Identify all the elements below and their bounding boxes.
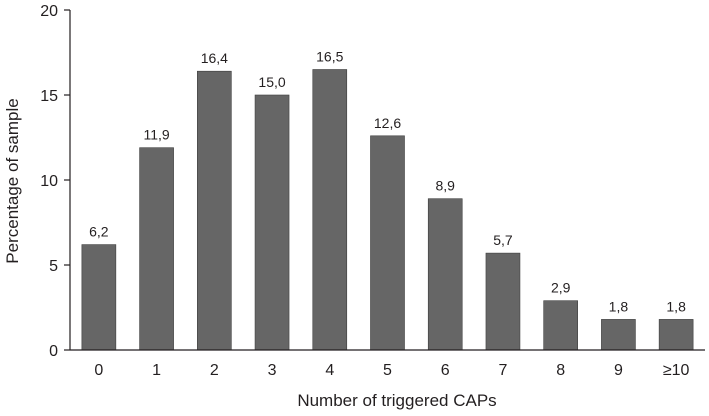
value-label-7: 5,7 bbox=[493, 232, 513, 248]
bar-5 bbox=[370, 135, 405, 351]
x-tick-label-8: 8 bbox=[556, 362, 565, 379]
bar-9 bbox=[601, 319, 636, 351]
x-tick-label-7: 7 bbox=[499, 362, 508, 379]
x-axis-title: Number of triggered CAPs bbox=[297, 391, 496, 410]
y-ticks-group: 0 5 10 15 20 bbox=[40, 3, 70, 360]
bar-3 bbox=[254, 94, 290, 351]
value-label-0: 6,2 bbox=[89, 224, 109, 240]
value-label-4: 16,5 bbox=[316, 49, 343, 65]
value-label-1: 11,9 bbox=[143, 127, 169, 143]
value-label-8: 2,9 bbox=[551, 280, 571, 296]
x-tick-label-5: 5 bbox=[383, 362, 392, 379]
x-tick-label-9: 9 bbox=[614, 362, 623, 379]
bars-group bbox=[81, 69, 694, 351]
x-tick-label-6: 6 bbox=[441, 362, 450, 379]
y-tick-label: 10 bbox=[40, 173, 58, 190]
x-tick-label-2: 2 bbox=[210, 362, 219, 379]
bar-8 bbox=[543, 300, 578, 351]
bar-0 bbox=[81, 244, 117, 351]
bar-2 bbox=[197, 70, 232, 351]
x-ticks-group: 0 1 2 3 4 5 6 7 8 9 ≥10 bbox=[94, 362, 689, 379]
x-tick-label-4: 4 bbox=[325, 362, 334, 379]
y-tick-label: 0 bbox=[49, 343, 58, 360]
value-label-3: 15,0 bbox=[258, 74, 285, 90]
x-tick-label-10: ≥10 bbox=[663, 362, 690, 379]
value-labels-group: 6,2 11,9 16,4 15,0 16,5 12,6 8,9 5,7 2,9 1,8 1,8 bbox=[89, 49, 686, 315]
x-tick-label-1: 1 bbox=[152, 362, 161, 379]
value-label-5: 12,6 bbox=[374, 115, 401, 131]
value-label-9: 1,8 bbox=[609, 298, 629, 314]
value-label-6: 8,9 bbox=[435, 178, 455, 194]
y-axis-title: Percentage of sample bbox=[3, 98, 22, 263]
bar-10 bbox=[658, 319, 694, 351]
y-tick-label: 5 bbox=[49, 258, 58, 275]
bar-4 bbox=[312, 69, 348, 351]
value-label-10: 1,8 bbox=[666, 298, 686, 314]
y-tick-label: 15 bbox=[40, 88, 58, 105]
bar-6 bbox=[427, 198, 463, 351]
value-label-2: 16,4 bbox=[201, 50, 228, 66]
x-tick-label-0: 0 bbox=[94, 362, 103, 379]
x-tick-label-3: 3 bbox=[268, 362, 277, 379]
y-tick-label: 20 bbox=[40, 3, 58, 20]
bar-1 bbox=[139, 147, 174, 351]
bar-7 bbox=[485, 252, 521, 351]
